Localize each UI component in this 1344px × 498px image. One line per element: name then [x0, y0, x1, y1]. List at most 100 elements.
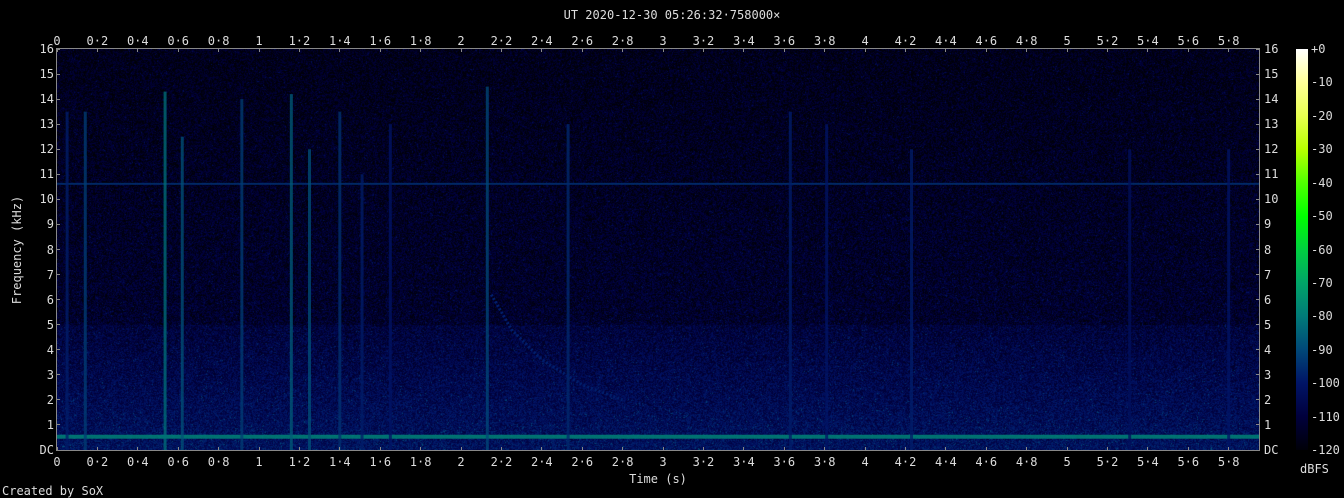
y-tick-label: 7	[46, 267, 54, 282]
y-tick-mark	[1256, 324, 1260, 326]
x-tick-mark	[1187, 48, 1189, 52]
x-tick-label: 2·4	[530, 455, 553, 469]
y-tick-mark	[56, 374, 60, 376]
y-tick-mark	[1256, 299, 1260, 301]
colorbar-tick-label: -60	[1311, 242, 1333, 257]
y-tick-label: 8	[46, 242, 54, 257]
x-tick-label: 0·6	[167, 34, 190, 48]
x-tick-label: 2·6	[571, 34, 594, 48]
vertical-burst	[180, 136, 184, 450]
x-tick-label: 1·8	[409, 455, 432, 469]
y-tick-label-right: 7	[1264, 267, 1272, 282]
x-tick-label: 3·6	[773, 34, 796, 48]
spectrogram-plot	[56, 48, 1260, 451]
y-tick-mark	[56, 73, 60, 75]
vertical-burst	[338, 111, 342, 450]
x-tick-mark	[96, 447, 98, 451]
y-tick-label: 16	[39, 42, 54, 56]
y-tick-mark	[56, 223, 60, 225]
y-tick-mark	[1256, 198, 1260, 200]
x-tick-mark	[379, 447, 381, 451]
x-tick-mark	[1147, 48, 1149, 52]
colorbar-tick-label: -90	[1311, 342, 1333, 357]
x-tick-mark	[864, 447, 866, 451]
x-tick-mark	[177, 48, 179, 52]
x-tick-mark	[945, 48, 947, 52]
x-tick-label: 4·6	[975, 455, 998, 469]
x-tick-label: 4·2	[894, 34, 917, 48]
x-tick-label: 0	[53, 455, 61, 469]
x-axis-label: Time (s)	[629, 472, 687, 486]
y-tick-label-right: 6	[1264, 292, 1272, 307]
x-tick-label: 2·4	[530, 34, 553, 48]
x-tick-label: 0·2	[86, 34, 109, 48]
x-tick-label: 4·4	[935, 455, 957, 469]
x-tick-mark	[783, 48, 785, 52]
x-tick-label: 5	[1063, 34, 1071, 48]
x-tick-mark	[56, 48, 58, 52]
x-tick-mark	[379, 48, 381, 52]
y-tick-mark	[1256, 98, 1260, 100]
y-tick-mark	[56, 299, 60, 301]
x-tick-mark	[137, 48, 139, 52]
vertical-burst	[360, 174, 364, 450]
x-tick-label: 3·2	[692, 455, 715, 469]
x-tick-mark	[541, 447, 543, 451]
colorbar-label: dBFS	[1300, 462, 1329, 476]
vertical-burst	[825, 124, 829, 450]
x-tick-label: 0	[53, 34, 61, 48]
x-tick-mark	[581, 48, 583, 52]
x-tick-mark	[824, 48, 826, 52]
x-tick-label: 4·2	[894, 455, 917, 469]
spectrogram-features	[57, 86, 1259, 450]
horizontal-line	[57, 434, 1259, 439]
colorbar-tick-label: -30	[1311, 142, 1333, 157]
x-tick-mark	[985, 447, 987, 451]
vertical-burst	[566, 124, 570, 450]
y-axis-label: Frequency (kHz)	[10, 195, 24, 305]
x-tick-mark	[1106, 447, 1108, 451]
x-tick-mark	[864, 48, 866, 52]
vertical-burst	[163, 91, 167, 450]
x-tick-mark	[702, 447, 704, 451]
vertical-burst	[1128, 149, 1132, 450]
vertical-burst	[388, 124, 392, 450]
x-tick-mark	[258, 48, 260, 52]
x-tick-label: 3·4	[733, 455, 755, 469]
y-tick-mark	[1256, 173, 1260, 175]
x-tick-label: 4·8	[1015, 455, 1038, 469]
x-tick-mark	[177, 447, 179, 451]
x-tick-label: 3·6	[773, 455, 796, 469]
x-tick-label: 2	[457, 455, 465, 469]
y-tick-mark	[56, 98, 60, 100]
colorbar-tick-label: -70	[1311, 275, 1333, 290]
x-tick-mark	[541, 48, 543, 52]
y-tick-mark	[56, 123, 60, 125]
x-tick-mark	[1147, 447, 1149, 451]
x-tick-mark	[137, 447, 139, 451]
y-tick-mark	[56, 198, 60, 200]
y-tick-mark	[1256, 223, 1260, 225]
vertical-burst	[910, 149, 914, 450]
y-tick-label-right: 4	[1264, 342, 1272, 357]
y-tick-label-right: 10	[1264, 192, 1279, 207]
x-tick-mark	[500, 48, 502, 52]
x-tick-label: 1·8	[409, 34, 432, 48]
x-tick-mark	[945, 447, 947, 451]
x-tick-label: 2·8	[611, 455, 634, 469]
colorbar-tick-label: +0	[1311, 42, 1326, 56]
y-tick-label-right: 15	[1264, 67, 1279, 82]
x-tick-label: 0·6	[167, 455, 190, 469]
y-tick-label: 14	[39, 92, 54, 107]
y-tick-label-right: 5	[1264, 317, 1272, 332]
y-tick-label: 13	[39, 117, 54, 132]
x-tick-mark	[96, 48, 98, 52]
colorbar-tick-label: -40	[1311, 175, 1333, 190]
vertical-burst	[485, 86, 489, 450]
x-tick-mark	[420, 48, 422, 52]
x-tick-mark	[662, 48, 664, 52]
y-tick-label-right: DC	[1264, 443, 1279, 457]
x-tick-mark	[743, 48, 745, 52]
y-tick-label: 6	[46, 292, 54, 307]
x-tick-label: 3	[659, 455, 667, 469]
